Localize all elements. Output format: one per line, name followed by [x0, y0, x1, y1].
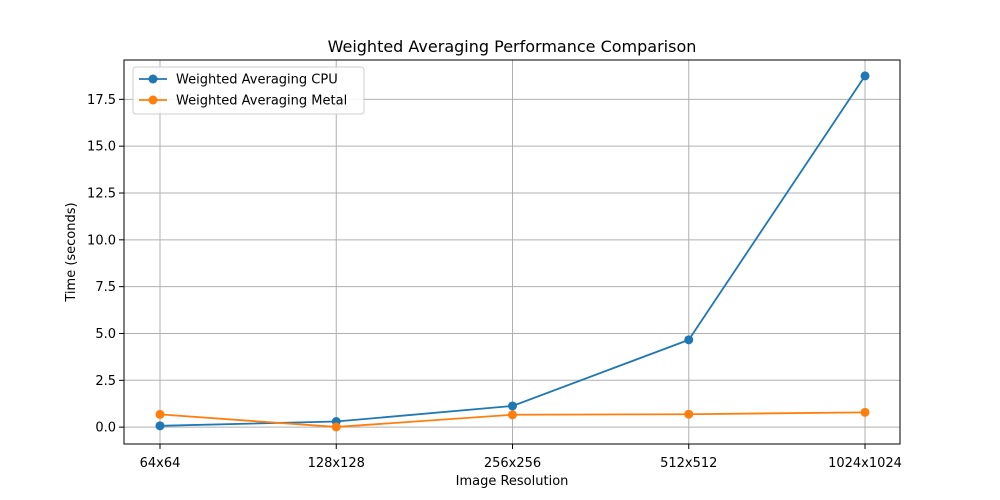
- y-tick-label: 17.5: [87, 93, 116, 108]
- data-point: [508, 401, 517, 411]
- legend-item: Weighted Averaging CPU: [139, 73, 338, 88]
- data-point: [684, 409, 694, 419]
- legend-marker: [148, 95, 158, 105]
- legend-label: Weighted Averaging CPU: [176, 73, 338, 88]
- x-axis-label: Image Resolution: [456, 474, 569, 489]
- x-tick-label: 256x256: [484, 456, 541, 471]
- legend-marker: [148, 74, 158, 84]
- x-tick-label: 512x512: [660, 456, 717, 471]
- y-axis-ticks: 0.0 2.5 5.0 7.5 10.0 12.5 15.0 17.5: [87, 93, 124, 436]
- series-layer: [155, 71, 870, 432]
- data-point: [684, 335, 694, 345]
- x-axis-ticks: 64x64 128x128 256x256 512x512 1024x1024: [140, 444, 902, 471]
- data-point: [331, 422, 341, 432]
- y-tick-label: 2.5: [95, 374, 116, 389]
- data-point: [508, 410, 517, 420]
- y-tick-label: 5.0: [95, 327, 116, 342]
- x-tick-label: 1024x1024: [828, 456, 902, 471]
- series-metal: [155, 407, 870, 432]
- y-tick-label: 15.0: [87, 140, 116, 155]
- legend-box: [132, 66, 365, 115]
- legend-label: Weighted Averaging Metal: [176, 94, 347, 109]
- y-tick-label: 12.5: [87, 186, 116, 201]
- data-point: [155, 421, 165, 431]
- legend: Weighted Averaging CPU Weighted Averaging…: [132, 66, 365, 115]
- data-point: [860, 407, 870, 417]
- x-tick-label: 128x128: [308, 456, 365, 471]
- y-axis-label: Time (seconds): [64, 202, 79, 302]
- y-tick-label: 7.5: [95, 280, 116, 295]
- data-point: [860, 71, 870, 81]
- x-tick-label: 64x64: [140, 456, 181, 471]
- y-tick-label: 0.0: [95, 421, 116, 436]
- grid-lines: [124, 60, 900, 444]
- chart-title: Weighted Averaging Performance Compariso…: [328, 37, 697, 56]
- legend-item: Weighted Averaging Metal: [139, 94, 347, 109]
- y-tick-label: 10.0: [87, 233, 116, 248]
- data-point: [155, 409, 165, 419]
